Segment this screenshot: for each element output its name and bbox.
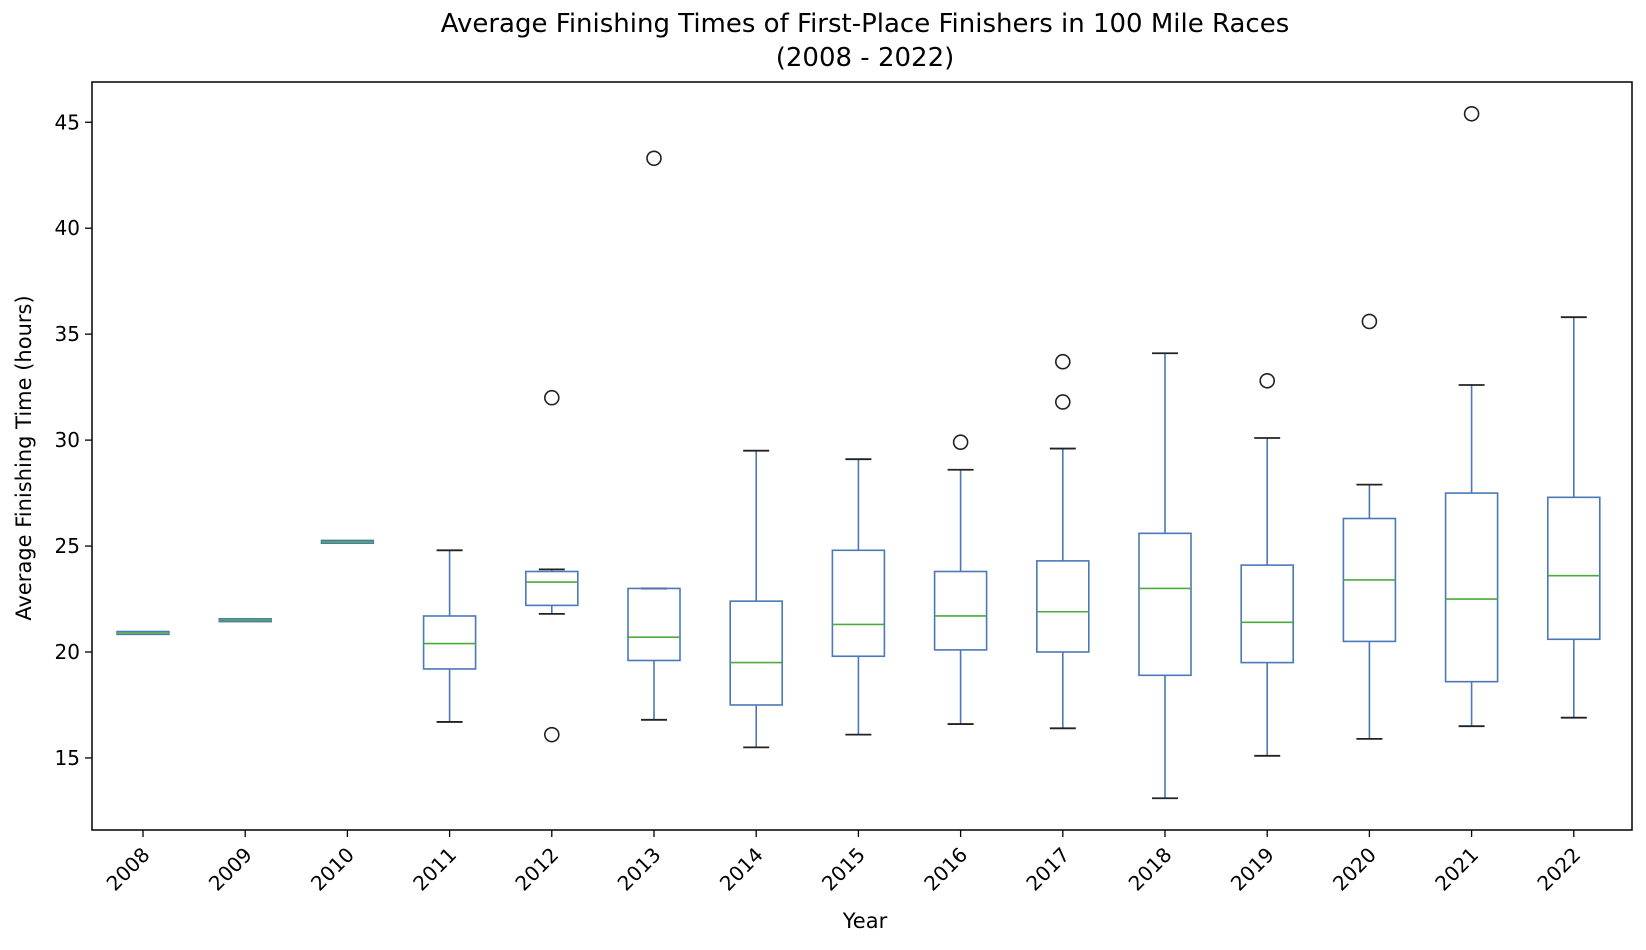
y-axis-label: Average Finishing Time (hours)	[12, 295, 36, 620]
outlier-point	[1055, 353, 1071, 370]
y-tick-label: 25	[55, 534, 80, 558]
x-tick-label: 2018	[1124, 843, 1177, 896]
x-tick-label: 2016	[919, 843, 972, 896]
x-tick-label: 2021	[1430, 843, 1483, 896]
plot-area: 15 20 25 30 35 40 45 2008 2009 2010 2011 2012 2013 20…	[55, 105, 1601, 896]
outlier-point	[952, 434, 969, 451]
outlier-point	[1463, 105, 1480, 122]
iqr-box	[627, 587, 681, 662]
iqr-box	[729, 600, 784, 706]
x-tick-label: 2020	[1328, 843, 1381, 896]
iqr-box	[1444, 492, 1499, 683]
chart-subtitle: (2008 - 2022)	[776, 43, 955, 73]
x-tick-label: 2010	[306, 843, 359, 896]
iqr-box	[1547, 496, 1601, 641]
iqr-box	[933, 570, 988, 651]
y-tick-label: 15	[55, 746, 80, 770]
y-tick-label: 30	[55, 428, 80, 452]
y-tick-label: 35	[55, 322, 80, 346]
iqr-box	[1036, 560, 1090, 653]
x-tick-label: 2012	[510, 843, 563, 896]
iqr-box	[524, 570, 579, 607]
x-tick-label: 2013	[613, 843, 666, 896]
x-tick-label: 2008	[102, 843, 155, 896]
iqr-box	[1138, 532, 1192, 677]
iqr-box	[831, 549, 886, 658]
x-tick-label: 2009	[204, 843, 257, 896]
iqr-box	[1240, 564, 1294, 664]
outlier-point	[1055, 394, 1071, 410]
x-tick-label: 2014	[715, 843, 768, 896]
y-tick-label: 40	[55, 216, 80, 240]
x-tick-label: 2022	[1532, 843, 1585, 896]
chart-title: Average Finishing Times of First-Place F…	[441, 9, 1290, 39]
x-tick-label: 2011	[408, 843, 461, 896]
iqr-box	[422, 615, 477, 670]
outlier-point	[543, 389, 560, 406]
outlier-point	[1259, 372, 1275, 389]
x-tick-label: 2017	[1021, 843, 1074, 896]
x-tick-label: 2015	[817, 843, 870, 896]
outlier-point	[646, 150, 662, 167]
outlier-point	[1361, 313, 1378, 330]
plot-frame	[91, 81, 1633, 831]
x-axis-label: Year	[842, 909, 888, 933]
y-tick-label: 45	[55, 110, 80, 134]
outlier-point	[543, 726, 560, 743]
x-tick-label: 2019	[1226, 843, 1279, 896]
y-tick-label: 20	[55, 640, 80, 664]
